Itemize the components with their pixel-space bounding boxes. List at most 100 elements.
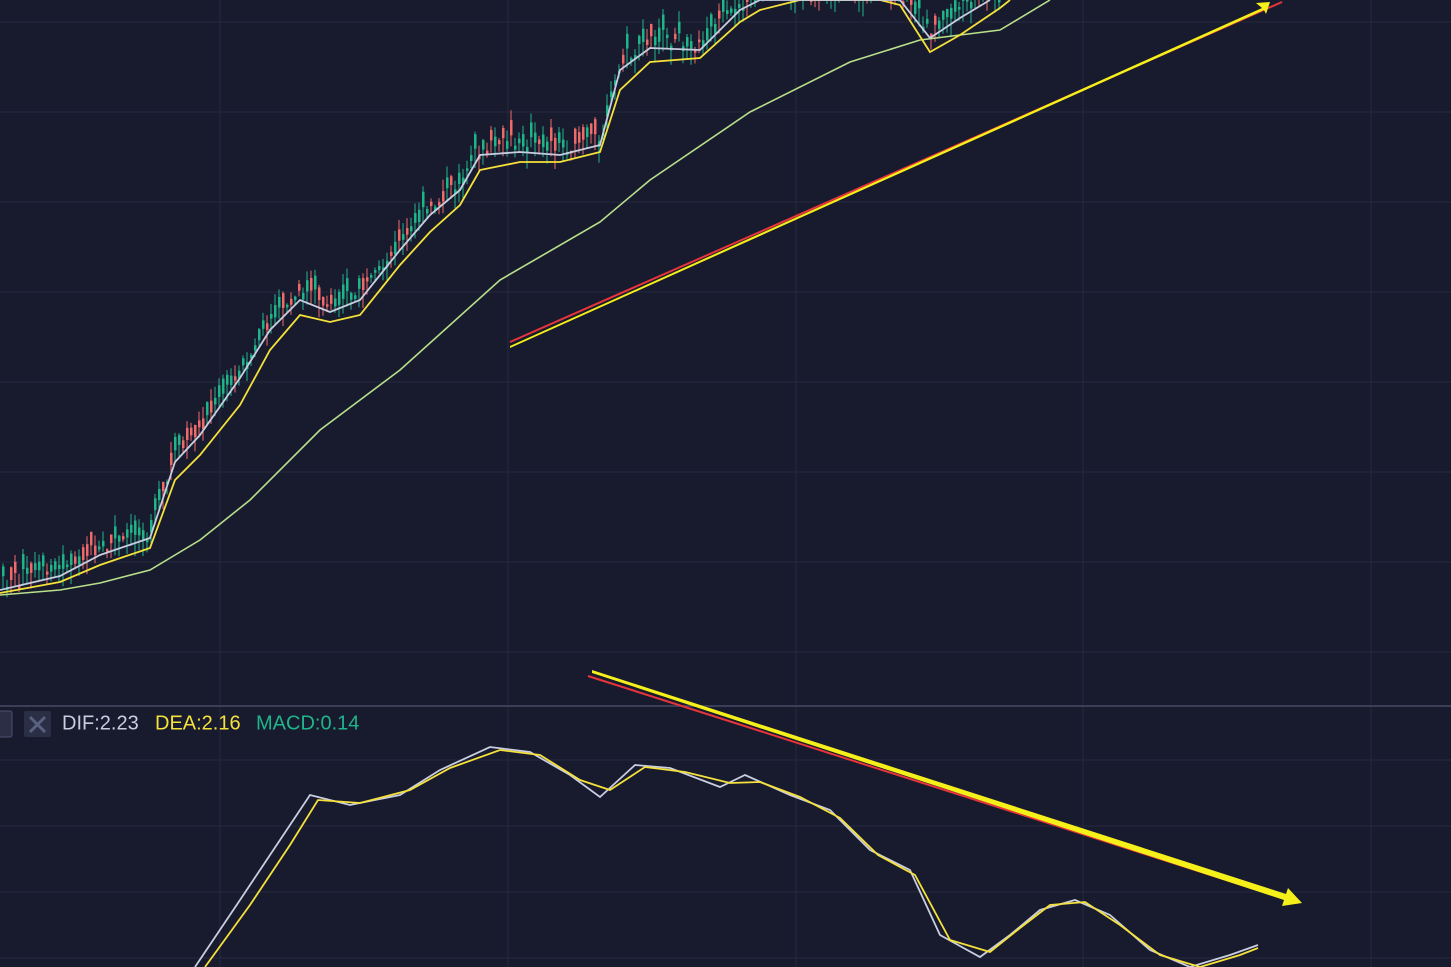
candle-body xyxy=(298,283,301,291)
candle-body xyxy=(810,0,813,2)
candle-body xyxy=(642,28,645,42)
candle-body xyxy=(590,123,593,135)
candle-body xyxy=(58,564,61,570)
dea-line xyxy=(204,749,1259,967)
candle-body xyxy=(558,132,561,143)
candle-body xyxy=(614,80,617,86)
candle-body xyxy=(598,140,601,147)
candle-body xyxy=(466,168,469,171)
candle-body xyxy=(470,155,473,161)
candle-body xyxy=(530,122,533,138)
candle-body xyxy=(330,294,333,304)
candle-body xyxy=(138,527,141,536)
candle-body xyxy=(450,176,453,186)
candle-body xyxy=(282,293,285,308)
close-icon[interactable] xyxy=(24,711,51,737)
candle-body xyxy=(510,120,513,136)
settings-icon[interactable] xyxy=(0,710,13,738)
candle-body xyxy=(962,0,965,1)
candle-body xyxy=(70,553,73,566)
candle-body xyxy=(262,320,265,329)
candle-body xyxy=(474,134,477,149)
candle-body xyxy=(198,420,201,428)
candle-body xyxy=(46,571,49,575)
candle-body xyxy=(270,313,273,319)
candle-body xyxy=(662,14,665,31)
candle-body xyxy=(422,191,425,208)
candle-body xyxy=(302,292,305,300)
candle-body xyxy=(94,545,97,556)
candle-body xyxy=(442,191,445,202)
candle-body xyxy=(958,7,961,10)
candle-body xyxy=(666,34,669,39)
candle-body xyxy=(226,374,229,385)
candle-body xyxy=(374,270,377,273)
candle-body xyxy=(126,529,129,538)
ma-long xyxy=(0,0,1051,596)
candle-body xyxy=(202,418,205,430)
candle-body xyxy=(946,8,949,18)
candle-body xyxy=(338,291,341,305)
candle-body xyxy=(582,127,585,140)
candle-body xyxy=(238,370,241,379)
candle-body xyxy=(926,18,929,24)
candle-body xyxy=(914,1,917,14)
candle-body xyxy=(578,132,581,143)
candle-body xyxy=(322,297,325,306)
candle-body xyxy=(658,27,661,42)
candle-body xyxy=(586,127,589,138)
candle-body xyxy=(594,119,597,135)
candle-body xyxy=(158,488,161,501)
candle-body xyxy=(86,544,89,556)
candle-body xyxy=(454,189,457,195)
candle-body xyxy=(726,10,729,14)
candle-body xyxy=(934,15,937,25)
candle-body xyxy=(62,554,65,569)
candle-body xyxy=(114,526,117,539)
candle-body xyxy=(446,177,449,189)
candle-body xyxy=(250,354,253,359)
candle-body xyxy=(734,8,737,15)
candle-body xyxy=(710,14,713,27)
candle-body xyxy=(390,251,393,256)
candle-body xyxy=(742,8,745,11)
candle-body xyxy=(630,58,633,61)
candle-body xyxy=(218,385,221,397)
candle-body xyxy=(482,140,485,150)
candle-body xyxy=(98,546,101,550)
candle-body xyxy=(294,296,297,301)
candle-body xyxy=(654,36,657,46)
candle-body xyxy=(382,267,385,271)
candle-body xyxy=(174,436,177,451)
candle-body xyxy=(526,147,529,154)
candle-body xyxy=(538,139,541,144)
candle-body xyxy=(170,452,173,465)
candle-body xyxy=(514,145,517,150)
candle-body xyxy=(494,136,497,147)
candle-body xyxy=(698,39,701,43)
candle-body xyxy=(142,530,145,540)
candle-body xyxy=(318,287,321,301)
candle-body xyxy=(122,536,125,540)
candle-body xyxy=(966,0,969,2)
candle-body xyxy=(462,177,465,186)
dif-label: DIF:2.23 xyxy=(62,712,139,734)
trend-arrow-up xyxy=(510,2,1270,348)
candle-body xyxy=(278,296,281,308)
candle-body xyxy=(402,234,405,240)
candle-body xyxy=(646,39,649,45)
candle-body xyxy=(314,275,317,290)
candle-body xyxy=(650,23,653,37)
candle-body xyxy=(342,284,345,299)
candle-body xyxy=(626,33,629,49)
candle-body xyxy=(110,534,113,544)
candle-body xyxy=(542,134,545,148)
candle-body xyxy=(154,498,157,511)
candle-body xyxy=(678,21,681,34)
candle-body xyxy=(42,555,45,567)
candle-body xyxy=(54,561,57,570)
candle-body xyxy=(434,206,437,211)
candle-body xyxy=(938,20,941,29)
